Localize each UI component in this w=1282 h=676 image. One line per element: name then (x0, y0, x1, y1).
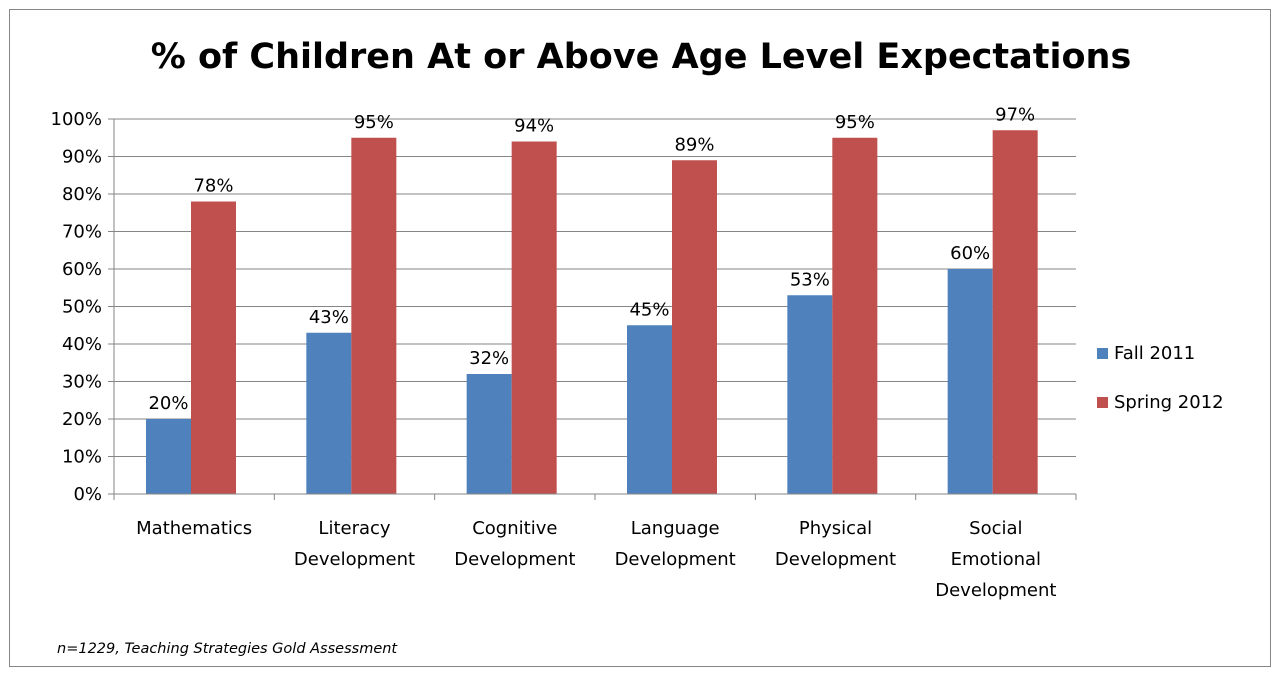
category-label-line: Mathematics (136, 518, 252, 539)
bar-spring-2012 (351, 137, 397, 494)
y-tick-label: 50% (62, 297, 102, 318)
data-label: 60% (950, 243, 990, 264)
y-tick-label: 90% (62, 147, 102, 168)
category-label: Mathematics (136, 518, 252, 539)
category-label-line: Social (969, 518, 1022, 539)
legend-label: Fall 2011 (1114, 343, 1195, 364)
bar-fall-2011 (306, 332, 352, 494)
bar-spring-2012 (672, 160, 717, 494)
category-label-line: Development (775, 549, 896, 570)
category-label-line: Physical (799, 518, 872, 539)
legend-label: Spring 2012 (1114, 392, 1224, 413)
y-axis: 0% 10% 20% 30% 40% 50% 60% 70% 80% 90% 100% (51, 109, 115, 505)
data-label: 94% (514, 116, 554, 137)
bar-fall-2011 (947, 269, 993, 494)
bars: 20% 78% 43% 95% 32% 94% 45% 89% 53% 95% 60% 97% (146, 104, 1038, 494)
gridlines (114, 118, 1076, 495)
bar-fall-2011 (466, 374, 512, 494)
category-label: Language Development (615, 518, 736, 570)
category-label: Literacy Development (294, 518, 415, 570)
bar-fall-2011 (627, 325, 672, 494)
bar-fall-2011 (787, 295, 833, 494)
category-label-line: Literacy (318, 518, 390, 539)
y-tick-label: 60% (62, 259, 102, 280)
chart-title: % of Children At or Above Age Level Expe… (151, 37, 1132, 77)
data-label: 97% (995, 104, 1035, 125)
legend-swatch (1097, 397, 1108, 408)
y-tick-label: 30% (62, 372, 102, 393)
data-label: 95% (354, 112, 394, 133)
category-label: Physical Development (775, 518, 896, 570)
data-label: 95% (835, 112, 875, 133)
bar-spring-2012 (511, 141, 557, 494)
data-label: 32% (469, 348, 509, 369)
y-tick-label: 10% (62, 447, 102, 468)
data-label: 43% (309, 307, 349, 328)
bar-spring-2012 (992, 130, 1038, 494)
category-label-line: Development (454, 549, 575, 570)
x-axis: Mathematics Literacy Development Cognitive D… (113, 493, 1077, 601)
data-label: 53% (790, 269, 830, 290)
y-tick-label: 20% (62, 409, 102, 430)
y-tick-label: 40% (62, 334, 102, 355)
category-label: Cognitive Development (454, 518, 575, 570)
data-label: 20% (148, 393, 188, 414)
bar-spring-2012 (832, 137, 878, 494)
legend: Fall 2011 Spring 2012 (1097, 343, 1224, 413)
y-tick-label: 80% (62, 184, 102, 205)
category-label-line: Language (631, 518, 720, 539)
legend-swatch (1097, 348, 1108, 359)
y-tick-label: 0% (73, 484, 102, 505)
y-tick-label: 100% (51, 109, 102, 130)
footnote: n=1229, Teaching Strategies Gold Assessm… (57, 641, 398, 657)
category-label-line: Emotional (951, 549, 1041, 570)
data-label: 45% (629, 299, 669, 320)
data-label: 89% (674, 134, 714, 155)
category-label-line: Development (294, 549, 415, 570)
bar-spring-2012 (191, 201, 236, 494)
category-label: Social Emotional Development (935, 518, 1056, 601)
category-label-line: Cognitive (472, 518, 557, 539)
category-label-line: Development (935, 580, 1056, 601)
y-tick-label: 70% (62, 222, 102, 243)
category-label-line: Development (615, 549, 736, 570)
data-label: 78% (193, 176, 233, 197)
bar-fall-2011 (146, 419, 191, 494)
